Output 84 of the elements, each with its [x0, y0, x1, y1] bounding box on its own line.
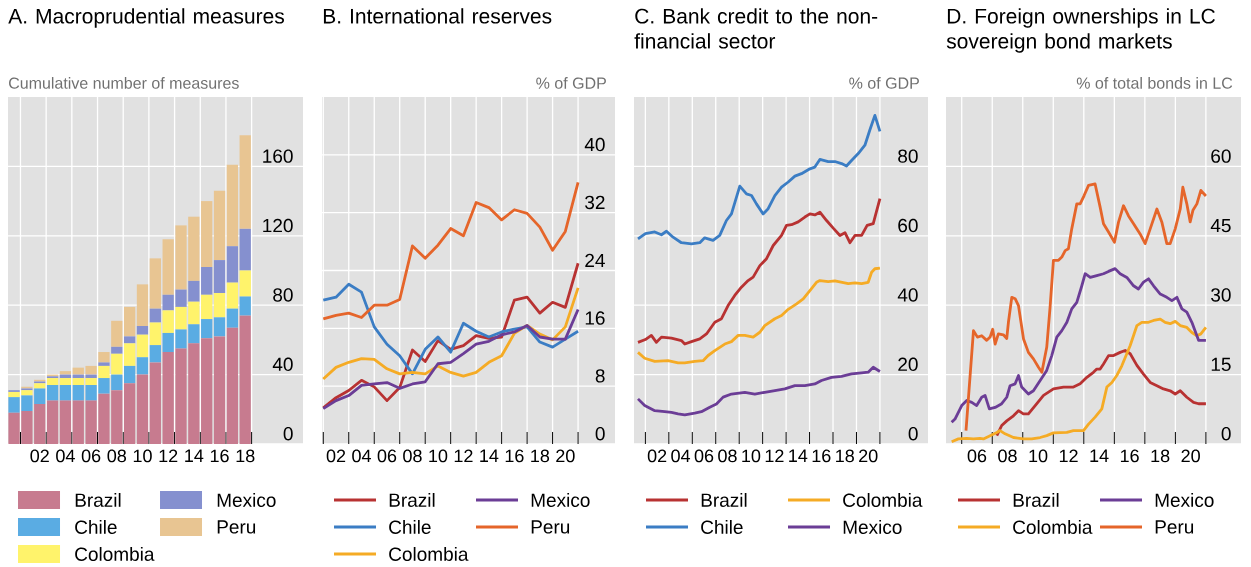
x-tick-label: 02 [647, 449, 667, 463]
y-tick-label: 16 [585, 311, 605, 325]
legend-label: Mexico [843, 520, 902, 534]
y-tick-label: 8 [595, 369, 605, 383]
y-tick-label: 80 [898, 149, 918, 163]
legend-label: Peru [1155, 520, 1194, 534]
legend-label: Mexico [1155, 493, 1214, 507]
legend-label: Colombia [1013, 520, 1093, 534]
chart-title: D. Foreign ownerships in LC sovereign bond markets [946, 8, 1215, 53]
x-tick-label: 08 [403, 449, 422, 463]
x-tick-label: 04 [352, 449, 371, 463]
x-tick-label: 16 [210, 449, 229, 463]
x-tick-label: 10 [742, 449, 761, 463]
y-tick-label: 60 [1211, 149, 1231, 163]
y-tick-label: 30 [1211, 288, 1231, 302]
legend-label: Colombia [843, 493, 923, 507]
x-tick-label: 10 [1029, 449, 1048, 463]
x-tick-label: 12 [454, 449, 473, 463]
x-tick-label: 16 [505, 449, 524, 463]
y-axis-title: Cumulative number of measures [9, 77, 239, 89]
chart-title: B. International reserves [323, 8, 552, 24]
y-tick-label: 0 [1221, 427, 1231, 441]
y-tick-label: 15 [1211, 357, 1231, 372]
x-tick-label: 06 [967, 449, 987, 463]
x-tick-label: 08 [107, 449, 127, 463]
y-tick-label: 80 [273, 288, 293, 302]
y-tick-label: 0 [283, 427, 293, 441]
legend-label: Colombia [389, 547, 469, 561]
x-tick-label: 16 [812, 449, 831, 463]
legend-label: Brazil [1013, 493, 1059, 507]
y-tick-label: 40 [897, 288, 918, 302]
x-tick-label: 16 [1120, 449, 1139, 463]
y-tick-label: 32 [585, 195, 605, 210]
y-tick-label: 20 [898, 357, 918, 372]
x-tick-label: 18 [1151, 449, 1170, 463]
legend-label: Mexico [531, 493, 590, 507]
x-tick-label: 12 [1059, 449, 1078, 463]
x-tick-label: 14 [789, 449, 808, 462]
x-tick-label: 06 [694, 449, 714, 463]
legend-label: Peru [531, 520, 570, 534]
legend-label: Mexico [217, 493, 276, 507]
x-tick-label: 20 [859, 449, 878, 463]
x-tick-label: 04 [56, 449, 75, 463]
y-tick-label: 40 [272, 357, 293, 372]
y-tick-label: 45 [1210, 219, 1231, 233]
x-tick-label: 02 [326, 449, 346, 463]
y-tick-label: 60 [898, 218, 918, 233]
chart-title: C. Bank credit to the non-financial sector [634, 8, 878, 49]
y-tick-label: 0 [908, 427, 918, 441]
x-tick-label: 18 [531, 449, 550, 463]
legend-label: Chile [389, 520, 431, 534]
y-tick-label: 160 [263, 149, 293, 163]
x-tick-label: 14 [185, 449, 204, 462]
legend-label: Chile [75, 520, 117, 534]
legend-label: Chile [701, 520, 743, 534]
legend-label: Brazil [75, 493, 121, 507]
x-tick-label: 04 [671, 449, 691, 463]
x-tick-label: 10 [133, 449, 152, 463]
x-tick-label: 18 [836, 449, 854, 463]
y-tick-label: 0 [595, 427, 605, 441]
x-tick-label: 20 [556, 449, 575, 463]
x-tick-label: 06 [81, 449, 101, 463]
x-tick-label: 10 [429, 449, 448, 463]
x-tick-label: 08 [998, 449, 1017, 463]
y-tick-label: 24 [585, 253, 605, 267]
y-axis-title: % of GDP [536, 77, 606, 89]
x-tick-label: 06 [377, 449, 397, 463]
legend-label: Brazil [389, 493, 435, 507]
chart-title: A. Macroprudential measures [8, 8, 285, 28]
legend-label: Peru [217, 520, 256, 534]
x-tick-label: 12 [159, 449, 178, 463]
legend-label: Brazil [701, 493, 747, 507]
x-tick-label: 14 [480, 449, 499, 462]
x-tick-label: 14 [1090, 449, 1109, 462]
y-tick-label: 40 [584, 137, 605, 152]
x-tick-label: 02 [30, 449, 49, 463]
x-tick-label: 18 [236, 449, 255, 463]
x-tick-label: 12 [765, 449, 784, 463]
y-axis-title: % of total bonds in LC [1076, 77, 1233, 89]
y-axis-title: % of GDP [849, 77, 919, 89]
legend-label: Colombia [75, 547, 155, 561]
x-tick-label: 08 [718, 449, 737, 463]
x-tick-label: 20 [1181, 449, 1200, 463]
y-tick-label: 120 [263, 218, 293, 233]
